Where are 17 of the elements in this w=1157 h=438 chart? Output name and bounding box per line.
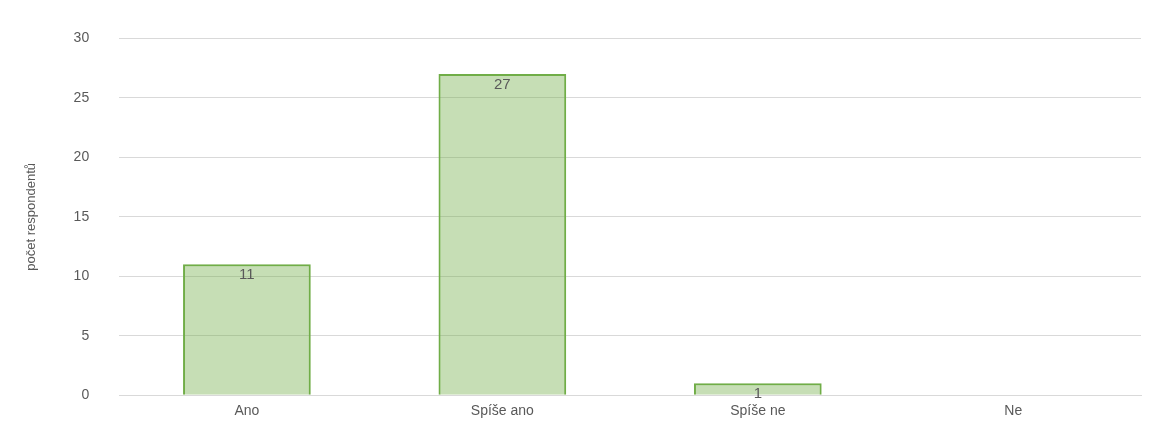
bar (438, 74, 567, 395)
data-label: 1 (753, 383, 762, 401)
x-tick-label: Spíše ano (470, 402, 535, 419)
y-tick-label: 15 (73, 207, 90, 224)
y-tick-label: 30 (73, 29, 90, 46)
data-label: 11 (239, 265, 255, 283)
bar (183, 264, 311, 395)
x-tick-label: Ne (1004, 402, 1023, 419)
y-tick-label: 10 (73, 267, 90, 284)
y-tick-label: 5 (81, 326, 90, 343)
y-tick-label: 25 (73, 88, 90, 105)
x-tick-label: Ano (234, 402, 260, 419)
data-label: 27 (494, 74, 511, 92)
y-tick-label: 20 (73, 148, 90, 165)
y-axis-title: počet respondentů (23, 162, 39, 271)
x-tick-label: Spíše ne (730, 402, 786, 419)
y-tick-label: 0 (81, 386, 90, 403)
